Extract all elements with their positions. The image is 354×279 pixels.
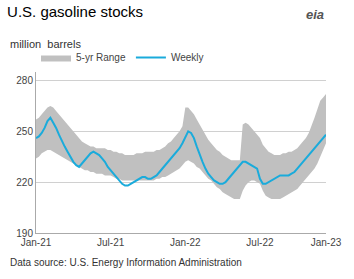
- svg-text:Jan-21: Jan-21: [21, 237, 52, 248]
- svg-text:Jul-22: Jul-22: [246, 237, 274, 248]
- svg-text:Jul-21: Jul-21: [97, 237, 125, 248]
- svg-text:Data source: U.S. Energy Infor: Data source: U.S. Energy Information Adm…: [10, 257, 242, 268]
- svg-text:280: 280: [16, 75, 33, 86]
- svg-text:220: 220: [16, 177, 33, 188]
- svg-text:Weekly: Weekly: [171, 52, 204, 63]
- svg-text:190: 190: [16, 228, 33, 239]
- svg-text:U.S. gasoline stocks: U.S. gasoline stocks: [7, 3, 143, 20]
- svg-text:5-yr Range: 5-yr Range: [76, 52, 126, 63]
- svg-text:Jan-22: Jan-22: [170, 237, 201, 248]
- svg-text:Jan-23: Jan-23: [311, 237, 342, 248]
- svg-text:250: 250: [16, 126, 33, 137]
- svg-text:million barrels: million barrels: [10, 38, 81, 50]
- svg-text:eia: eia: [306, 7, 324, 22]
